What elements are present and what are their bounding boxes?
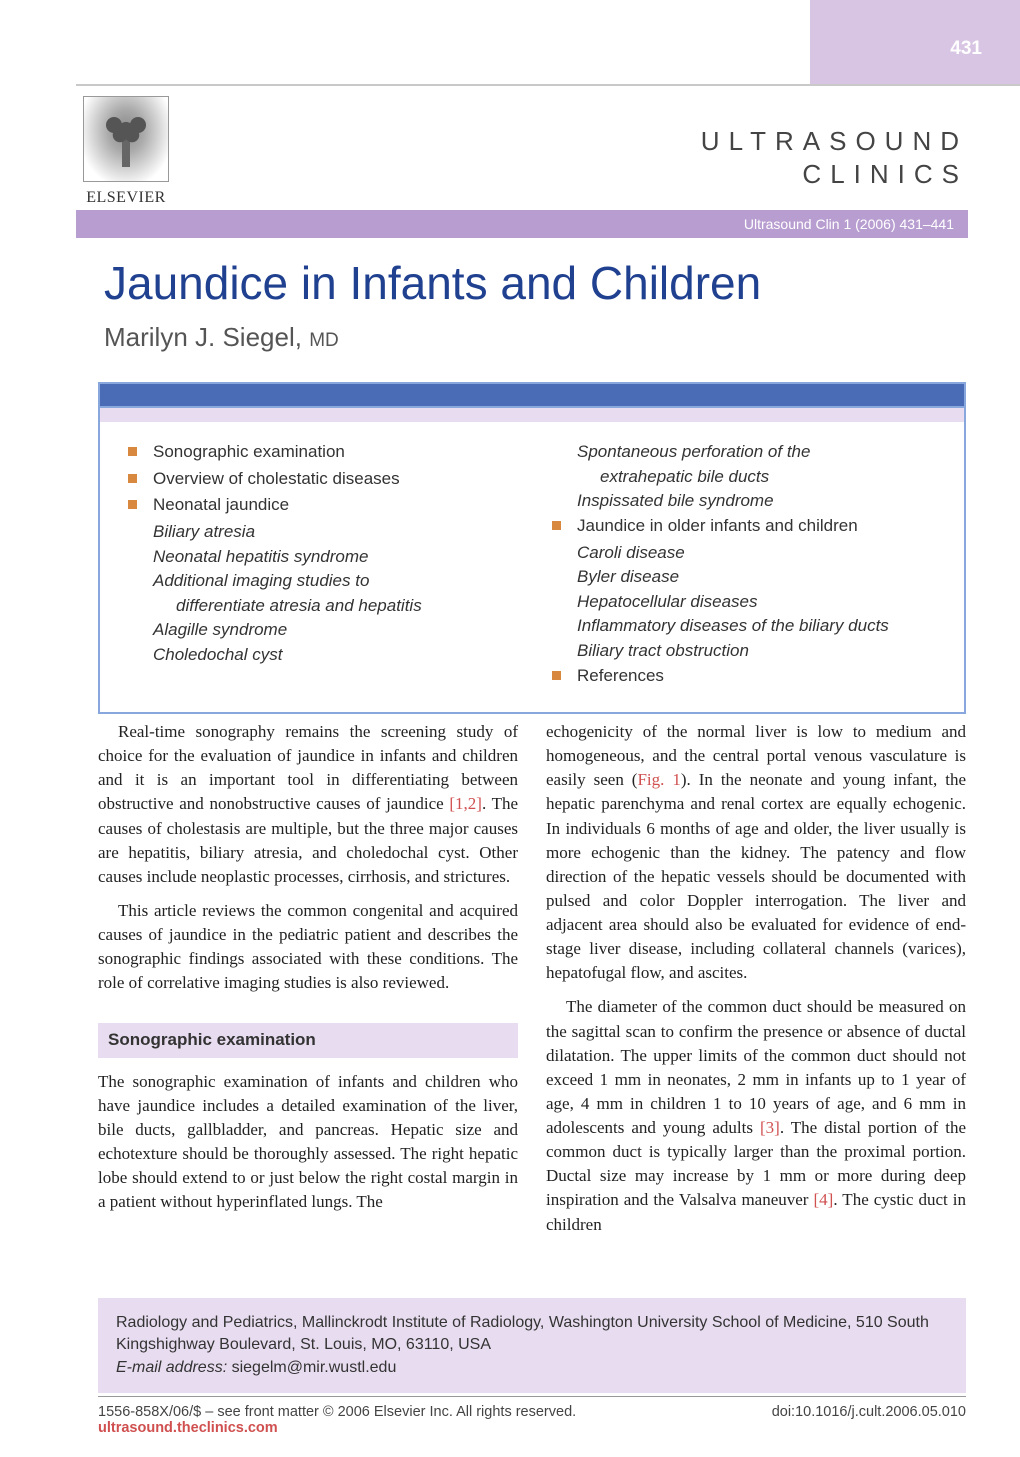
email-line: E-mail address: siegelm@mir.wustl.edu bbox=[116, 1357, 948, 1379]
toc-text: References bbox=[577, 664, 664, 689]
toc-sub: Biliary tract obstruction bbox=[577, 639, 936, 664]
journal-title: ULTRASOUND CLINICS bbox=[701, 125, 968, 190]
figure-link[interactable]: Fig. 1 bbox=[637, 770, 680, 789]
toc-text: Overview of cholestatic diseases bbox=[153, 467, 400, 492]
affiliation-text: Radiology and Pediatrics, Mallinckrodt I… bbox=[116, 1312, 948, 1357]
footer: 1556-858X/06/$ – see front matter © 2006… bbox=[98, 1404, 966, 1436]
body-paragraph: This article reviews the common congenit… bbox=[98, 899, 518, 996]
toc-item: Neonatal jaundice bbox=[128, 493, 512, 518]
header-purple-band bbox=[810, 0, 1020, 84]
affiliation-box: Radiology and Pediatrics, Mallinckrodt I… bbox=[98, 1298, 966, 1393]
journal-url[interactable]: ultrasound.theclinics.com bbox=[98, 1420, 576, 1436]
body-paragraph: echogenicity of the normal liver is low … bbox=[546, 720, 966, 985]
page-root: 431 ELSEVIER SAUNDERS ULTRASOUND CLINICS… bbox=[0, 0, 1020, 1457]
toc-subsub: differentiate atresia and hepatitis bbox=[176, 594, 512, 619]
toc-sub: Biliary atresia bbox=[153, 520, 512, 545]
toc-sub: Alagille syndrome bbox=[153, 618, 512, 643]
section-heading: Sonographic examination bbox=[98, 1023, 518, 1057]
toc-sub: Neonatal hepatitis syndrome bbox=[153, 545, 512, 570]
table-of-contents-box: Sonographic examination Overview of chol… bbox=[98, 382, 966, 714]
reference-link[interactable]: [3] bbox=[760, 1118, 780, 1137]
toc-text: Sonographic examination bbox=[153, 440, 345, 465]
body-paragraph: Real-time sonography remains the screeni… bbox=[98, 720, 518, 889]
toc-item: Jaundice in older infants and children bbox=[552, 514, 936, 539]
toc-text: Jaundice in older infants and children bbox=[577, 514, 858, 539]
journal-title-line2: CLINICS bbox=[701, 158, 968, 191]
body-right-column: echogenicity of the normal liver is low … bbox=[546, 720, 966, 1247]
toc-sub: Hepatocellular diseases bbox=[577, 590, 936, 615]
toc-sub: Additional imaging studies to bbox=[153, 569, 512, 594]
toc-bullet-icon bbox=[552, 671, 561, 680]
toc-sub: Spontaneous perforation of the bbox=[577, 440, 936, 465]
toc-text: Neonatal jaundice bbox=[153, 493, 289, 518]
toc-sub: Inflammatory diseases of the biliary duc… bbox=[577, 614, 936, 639]
copyright-text: 1556-858X/06/$ – see front matter © 2006… bbox=[98, 1404, 576, 1420]
publisher-logo: ELSEVIER SAUNDERS bbox=[76, 96, 176, 226]
toc-subsub: extrahepatic bile ducts bbox=[600, 465, 936, 490]
toc-content: Sonographic examination Overview of chol… bbox=[100, 422, 964, 712]
footer-left: 1556-858X/06/$ – see front matter © 2006… bbox=[98, 1404, 576, 1436]
toc-sub: Choledochal cyst bbox=[153, 643, 512, 668]
footer-divider bbox=[98, 1396, 966, 1397]
toc-lavender-band bbox=[100, 408, 964, 422]
toc-sub: Caroli disease bbox=[577, 541, 936, 566]
page-number: 431 bbox=[950, 38, 982, 60]
body-text-run: ). In the neonate and young infant, the … bbox=[546, 770, 966, 982]
body-left-column: Real-time sonography remains the screeni… bbox=[98, 720, 518, 1247]
reference-link[interactable]: [1,2] bbox=[449, 794, 482, 813]
toc-bullet-icon bbox=[128, 500, 137, 509]
email-address: siegelm@mir.wustl.edu bbox=[227, 1359, 396, 1376]
toc-sub: Byler disease bbox=[577, 565, 936, 590]
toc-item: Overview of cholestatic diseases bbox=[128, 467, 512, 492]
header-divider bbox=[76, 84, 1020, 86]
toc-item: Sonographic examination bbox=[128, 440, 512, 465]
toc-right-column: Spontaneous perforation of the extrahepa… bbox=[532, 440, 936, 690]
toc-bullet-icon bbox=[128, 447, 137, 456]
reference-link[interactable]: [4] bbox=[814, 1190, 834, 1209]
article-body: Real-time sonography remains the screeni… bbox=[98, 720, 966, 1247]
doi-text: doi:10.1016/j.cult.2006.05.010 bbox=[772, 1404, 966, 1436]
email-label: E-mail address: bbox=[116, 1359, 227, 1376]
body-text-run: The diameter of the common duct should b… bbox=[546, 997, 966, 1137]
body-paragraph: The diameter of the common duct should b… bbox=[546, 995, 966, 1236]
elsevier-tree-icon bbox=[83, 96, 169, 182]
author-degree: MD bbox=[309, 330, 339, 351]
toc-left-column: Sonographic examination Overview of chol… bbox=[128, 440, 532, 690]
toc-item: References bbox=[552, 664, 936, 689]
author-name: Marilyn J. Siegel, bbox=[104, 322, 309, 352]
publisher-name-1: ELSEVIER bbox=[76, 188, 176, 207]
citation-bar: Ultrasound Clin 1 (2006) 431–441 bbox=[76, 210, 968, 238]
toc-bullet-icon bbox=[128, 474, 137, 483]
toc-blue-band bbox=[100, 384, 964, 408]
toc-bullet-icon bbox=[552, 521, 561, 530]
journal-title-line1: ULTRASOUND bbox=[701, 125, 968, 158]
body-paragraph: The sonographic examination of infants a… bbox=[98, 1070, 518, 1215]
toc-sub: Inspissated bile syndrome bbox=[577, 489, 936, 514]
author-line: Marilyn J. Siegel, MD bbox=[104, 322, 339, 353]
article-title: Jaundice in Infants and Children bbox=[104, 256, 761, 310]
